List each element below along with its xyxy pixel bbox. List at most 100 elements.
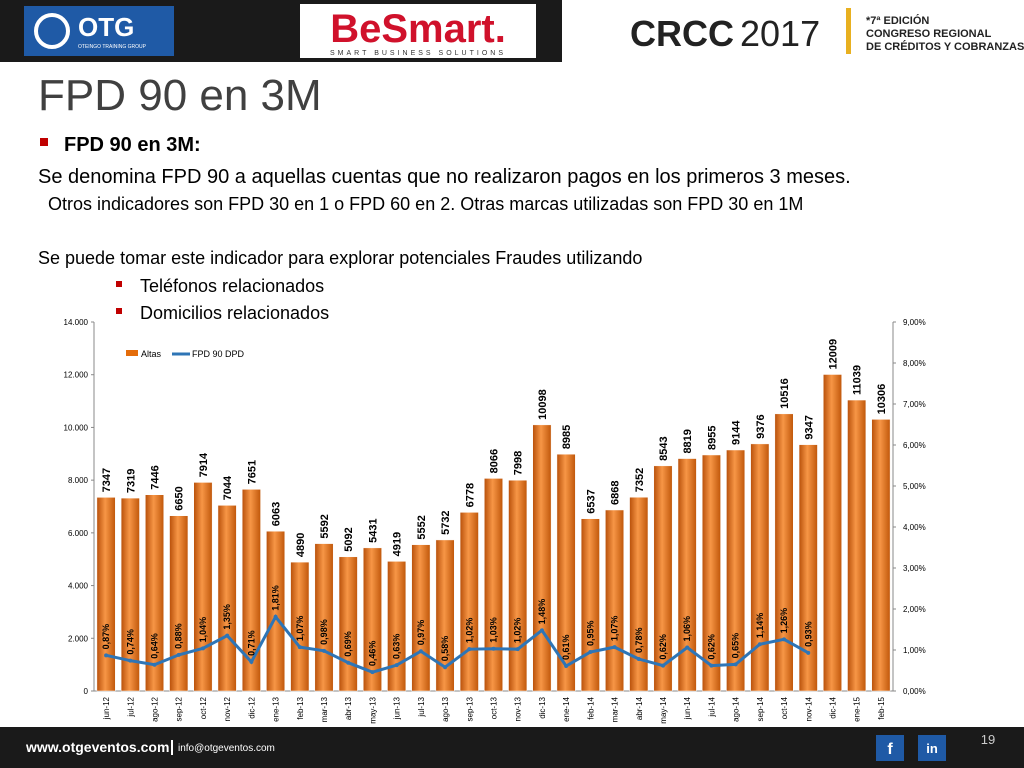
x-tick-label: mar-13 (320, 696, 329, 722)
point (733, 662, 738, 667)
x-tick-label: sep-14 (756, 696, 765, 721)
point-label: 0,62% (706, 634, 716, 660)
point (709, 663, 714, 668)
point-label: 0,65% (731, 633, 741, 659)
bar-label: 7998 (513, 451, 525, 475)
bar (120, 497, 140, 692)
y2-tick-label: 1,00% (903, 646, 926, 655)
x-tick-label: ene-15 (853, 696, 862, 721)
slide-title: FPD 90 en 3M (38, 71, 322, 120)
point (104, 653, 109, 658)
point (176, 652, 181, 657)
edition: DE CRÉDITOS Y COBRANZAS (866, 40, 1024, 53)
bar-label: 12009 (827, 339, 839, 370)
bar (556, 453, 576, 692)
legend-label: FPD 90 DPD (192, 349, 245, 359)
bar-label: 6778 (464, 483, 476, 507)
bar (847, 399, 867, 692)
point-label: 1,14% (755, 613, 765, 639)
bar-label: 9376 (755, 414, 767, 438)
y2-tick-label: 0,00% (903, 687, 926, 696)
bar (241, 489, 261, 692)
sub-bullet: Teléfonos relacionados (140, 276, 324, 296)
x-tick-label: dic-13 (538, 696, 547, 718)
edition: *7ª EDICIÓN (866, 14, 929, 27)
point-label: 0,58% (440, 636, 450, 662)
point-label: 0,97% (416, 620, 426, 646)
bar-label: 8819 (682, 429, 694, 453)
x-tick-label: jul-14 (707, 696, 716, 717)
logo3-year: 2017 (740, 13, 820, 54)
bar-label: 4919 (392, 532, 404, 556)
logo1-sub: OTEINGO TRAINING GROUP (78, 44, 147, 50)
bar-label: 8955 (706, 425, 718, 449)
bar (798, 444, 818, 692)
y2-tick-label: 2,00% (903, 605, 926, 614)
chart: 0 2.000 4.000 6.000 8.000 10.000 12.000 14.000 0… (64, 318, 926, 724)
point (152, 662, 157, 667)
bar-label: 6650 (174, 486, 186, 510)
x-tick-label: ene-13 (272, 696, 281, 721)
point (757, 642, 762, 647)
logo3: CRCC (630, 13, 734, 54)
x-tick-label: abr-14 (635, 696, 644, 720)
y-tick-label: 2.000 (68, 634, 89, 643)
x-tick-label: dic-14 (828, 696, 837, 718)
linkedin-label[interactable]: in (926, 741, 938, 756)
x-tick-label: ene-14 (562, 696, 571, 721)
logo2-box (300, 4, 536, 58)
facebook-label[interactable]: f (887, 741, 893, 758)
bar-label: 9144 (731, 420, 743, 445)
point-label: 0,71% (246, 630, 256, 656)
bar-label: 6868 (610, 480, 622, 504)
bar (411, 544, 431, 692)
y-tick-label: 0 (84, 687, 89, 696)
y-tick-label: 12.000 (64, 371, 89, 380)
bar-label: 4890 (295, 533, 307, 557)
page-number: 19 (981, 732, 995, 747)
bar-label: 8066 (489, 449, 501, 473)
bar-label: 7914 (198, 452, 210, 477)
point-label: 0,74% (125, 629, 135, 655)
bar (96, 497, 116, 692)
legend-label: Altas (141, 349, 162, 359)
logo3-box (562, 0, 1024, 62)
point (273, 614, 278, 619)
x-tick-label: nov-13 (514, 696, 523, 721)
point (539, 628, 544, 633)
bar (871, 419, 891, 692)
bar-label: 5431 (367, 518, 379, 542)
x-tick-label: jul-12 (126, 696, 135, 717)
point (660, 663, 665, 668)
point-label: 0,64% (150, 633, 160, 659)
x-tick-label: jun-13 (393, 696, 402, 720)
bar-label: 6063 (271, 502, 283, 526)
logo1-icon (34, 13, 70, 49)
bar-label: 7651 (246, 460, 258, 484)
body-text: Se denomina FPD 90 a aquellas cuentas qu… (38, 166, 851, 188)
bar-label: 11039 (852, 365, 864, 395)
linkedin-icon[interactable] (918, 735, 946, 761)
bar (532, 424, 552, 692)
facebook-icon[interactable] (876, 735, 904, 761)
point (322, 648, 327, 653)
x-tick-label: ago-12 (151, 696, 160, 721)
line (105, 614, 809, 674)
bar (605, 509, 625, 692)
point (370, 670, 375, 675)
bar (266, 530, 286, 692)
footer-bar (0, 727, 1024, 768)
bar (580, 518, 600, 692)
point-label: 0,62% (658, 634, 668, 660)
point-label: 1,26% (779, 608, 789, 634)
point (249, 659, 254, 664)
point-label: 1,07% (610, 616, 620, 642)
legend-swatch (126, 350, 138, 356)
x-tick-label: feb-13 (296, 696, 305, 719)
bar-label: 5092 (343, 527, 355, 551)
y2-tick-label: 5,00% (903, 482, 926, 491)
bullet: FPD 90 en 3M: (64, 134, 201, 156)
point-label: 0,95% (585, 621, 595, 647)
point (564, 663, 569, 668)
bar (169, 515, 189, 692)
